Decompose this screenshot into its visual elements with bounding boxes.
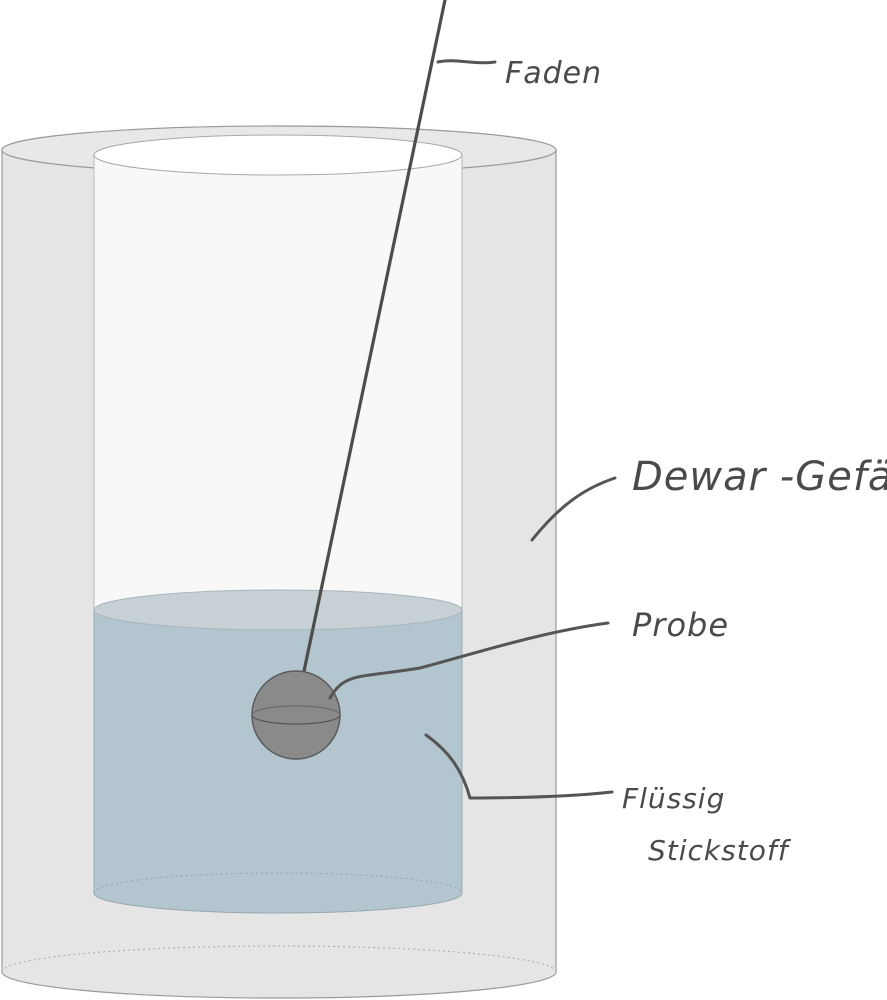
label-faden: Faden [505, 56, 602, 91]
sample-sphere [251, 670, 341, 760]
label-dewar-vessel: Dewar -Gefäß [632, 454, 887, 500]
dewar-leader [530, 476, 617, 542]
liquid-body [93, 609, 463, 914]
liquid-nitrogen [93, 589, 463, 914]
fluid-leader [424, 733, 614, 800]
liquid-bottom-back-edge [93, 872, 463, 894]
probe-leader [328, 621, 610, 700]
label-liquid-line1: Flüssig [622, 782, 725, 815]
sample-ball [251, 670, 341, 760]
inner-cylinder-top [93, 134, 463, 176]
thread-line [301, 0, 447, 678]
sample-equator-back [251, 705, 341, 716]
sample-equator [251, 714, 341, 725]
faden-leader [436, 59, 497, 65]
label-liquid-line2: Stickstoff [648, 834, 792, 867]
liquid-surface [93, 589, 463, 631]
label-probe: Probe [632, 606, 729, 644]
dewar-bottom-back-edge [1, 945, 557, 973]
